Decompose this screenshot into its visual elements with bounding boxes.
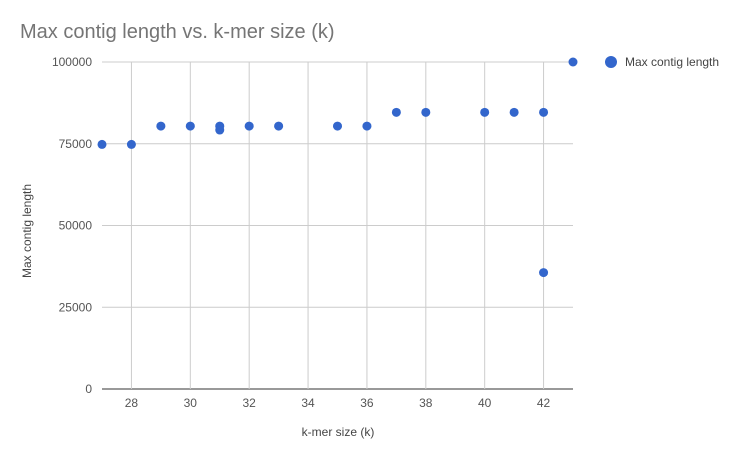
data-point — [568, 57, 578, 67]
data-point — [480, 107, 490, 117]
y-tick-label: 50000 — [59, 219, 93, 233]
y-tick-label: 75000 — [59, 137, 93, 151]
y-tick-label: 25000 — [59, 300, 93, 314]
y-axis-title: Max contig length — [20, 184, 34, 278]
chart-title: Max contig length vs. k-mer size (k) — [20, 21, 335, 43]
data-point — [509, 107, 519, 117]
gridlines — [102, 61, 573, 390]
legend-marker — [605, 56, 617, 68]
data-point — [421, 107, 431, 117]
data-point — [539, 107, 549, 117]
y-tick-label: 0 — [85, 382, 92, 396]
data-point — [97, 139, 107, 149]
legend-label: Max contig length — [625, 55, 719, 69]
x-axis-title: k-mer size (k) — [302, 425, 375, 439]
x-tick-label: 34 — [301, 396, 315, 410]
data-points — [97, 57, 578, 278]
x-tick-label: 38 — [419, 396, 433, 410]
data-point — [126, 139, 136, 149]
x-tick-label: 42 — [537, 396, 551, 410]
data-point — [391, 107, 401, 117]
data-point — [185, 121, 195, 131]
y-tick-label: 100000 — [52, 55, 92, 69]
data-point — [539, 268, 549, 278]
x-axis-ticks: 28 30 32 34 36 38 40 42 — [125, 396, 551, 410]
data-point — [333, 121, 342, 131]
data-point — [156, 121, 166, 131]
data-point — [215, 125, 225, 135]
x-tick-label: 30 — [184, 396, 198, 410]
data-point — [274, 121, 284, 131]
x-tick-label: 32 — [243, 396, 257, 410]
x-tick-label: 40 — [478, 396, 492, 410]
legend: Max contig length — [605, 55, 719, 69]
data-point — [244, 121, 254, 131]
x-tick-label: 36 — [360, 396, 374, 410]
y-axis-ticks: 0 25000 50000 75000 100000 — [52, 55, 92, 396]
data-point — [362, 121, 372, 131]
x-tick-label: 28 — [125, 396, 139, 410]
